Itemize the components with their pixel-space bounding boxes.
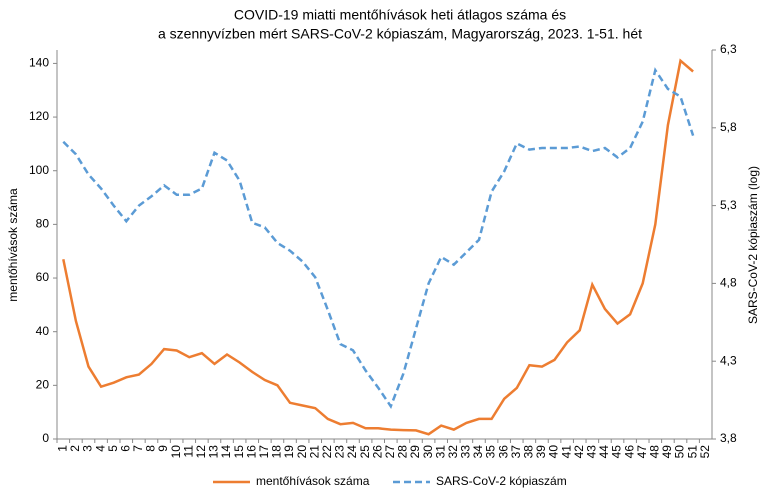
x-tick-label: 37 xyxy=(509,445,523,459)
x-tick-label: 20 xyxy=(295,445,309,459)
x-tick-label: 46 xyxy=(622,445,636,459)
x-tick-label: 48 xyxy=(647,445,661,459)
legend-label: SARS-CoV-2 kópiaszám xyxy=(436,474,567,488)
x-tick-label: 40 xyxy=(547,445,561,459)
x-tick-label: 16 xyxy=(244,445,258,459)
x-tick-label: 24 xyxy=(345,445,359,459)
x-tick-label: 12 xyxy=(194,445,208,459)
y-axis-label: mentőhívások száma xyxy=(6,188,20,302)
x-tick-label: 41 xyxy=(559,445,573,459)
x-tick-label: 33 xyxy=(459,445,473,459)
chart-title: COVID-19 miatti mentőhívások heti átlago… xyxy=(234,7,566,23)
x-tick-label: 32 xyxy=(446,445,460,459)
x-tick-label: 5 xyxy=(106,445,120,452)
y-tick-label: 80 xyxy=(36,217,50,231)
x-tick-label: 2 xyxy=(68,445,82,452)
x-tick-label: 6 xyxy=(118,445,132,452)
y2-tick-label: 6,3 xyxy=(720,42,737,56)
x-tick-label: 17 xyxy=(257,445,271,459)
x-tick-label: 31 xyxy=(433,445,447,459)
y-tick-label: 20 xyxy=(36,378,50,392)
x-tick-label: 51 xyxy=(685,445,699,459)
y-tick-label: 60 xyxy=(36,270,50,284)
x-tick-label: 4 xyxy=(93,445,107,452)
x-tick-label: 45 xyxy=(610,445,624,459)
y-tick-label: 0 xyxy=(42,431,49,445)
x-tick-label: 21 xyxy=(307,445,321,459)
x-tick-label: 29 xyxy=(408,445,422,459)
y-tick-label: 100 xyxy=(29,163,49,177)
x-tick-label: 27 xyxy=(383,445,397,459)
x-tick-label: 3 xyxy=(81,445,95,452)
x-tick-label: 39 xyxy=(534,445,548,459)
y-tick-label: 120 xyxy=(29,109,49,123)
y2-axis-label: SARS-CoV-2 kópiaszám (log) xyxy=(746,166,760,324)
x-tick-label: 35 xyxy=(484,445,498,459)
x-tick-label: 36 xyxy=(496,445,510,459)
y2-tick-label: 3,8 xyxy=(720,431,737,445)
x-tick-label: 23 xyxy=(333,445,347,459)
chart-title: a szennyvízben mért SARS-CoV-2 kópiaszám… xyxy=(158,26,642,42)
x-tick-label: 9 xyxy=(156,445,170,452)
x-tick-label: 50 xyxy=(673,445,687,459)
x-tick-label: 52 xyxy=(698,445,712,459)
x-tick-label: 30 xyxy=(421,445,435,459)
x-tick-label: 25 xyxy=(358,445,372,459)
y-tick-label: 140 xyxy=(29,56,49,70)
y2-tick-label: 4,3 xyxy=(720,353,737,367)
y2-tick-label: 4,8 xyxy=(720,276,737,290)
x-tick-label: 18 xyxy=(270,445,284,459)
x-tick-label: 28 xyxy=(396,445,410,459)
legend-label: mentőhívások száma xyxy=(256,474,370,488)
series-line xyxy=(62,58,694,436)
x-tick-label: 15 xyxy=(232,445,246,459)
x-tick-label: 14 xyxy=(219,445,233,459)
series-line xyxy=(62,67,695,409)
x-tick-label: 19 xyxy=(282,445,296,459)
x-tick-label: 26 xyxy=(370,445,384,459)
x-tick-label: 49 xyxy=(660,445,674,459)
x-tick-label: 42 xyxy=(572,445,586,459)
x-tick-label: 38 xyxy=(522,445,536,459)
x-tick-label: 44 xyxy=(597,445,611,459)
y-tick-label: 40 xyxy=(36,324,50,338)
x-tick-label: 11 xyxy=(181,445,195,458)
y2-tick-label: 5,3 xyxy=(720,198,737,212)
x-tick-label: 43 xyxy=(585,445,599,459)
x-tick-label: 10 xyxy=(169,445,183,459)
x-tick-label: 34 xyxy=(471,445,485,459)
x-tick-label: 13 xyxy=(207,445,221,459)
x-tick-label: 47 xyxy=(635,445,649,459)
y2-tick-label: 5,8 xyxy=(720,120,737,134)
x-tick-label: 1 xyxy=(55,445,69,452)
x-tick-label: 7 xyxy=(131,445,145,452)
x-tick-label: 22 xyxy=(320,445,334,459)
x-tick-label: 8 xyxy=(144,445,158,452)
